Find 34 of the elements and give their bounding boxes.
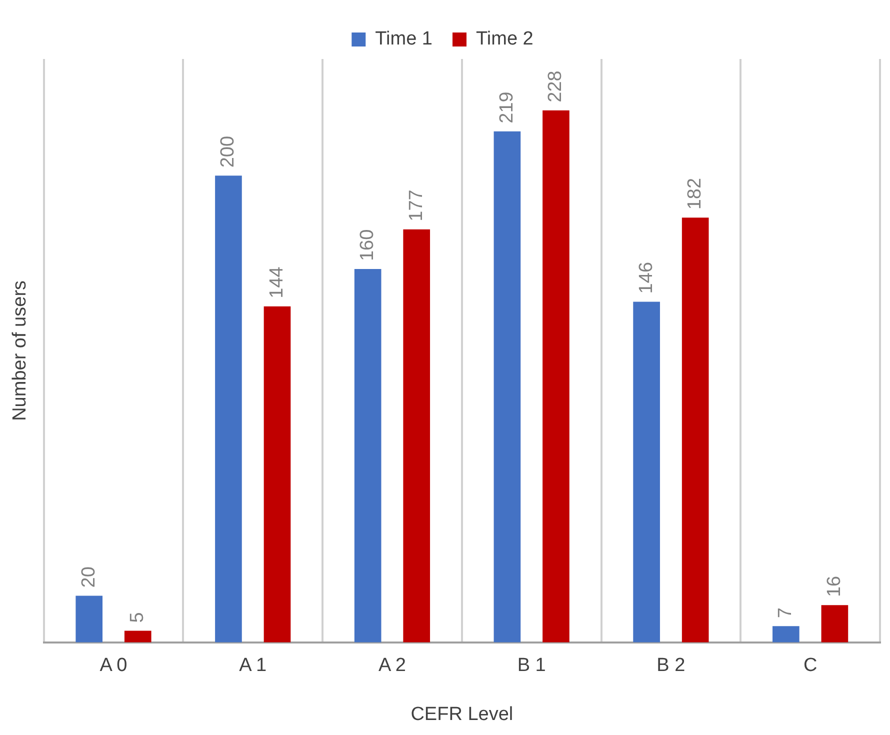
x-tick-label: A 0 [100,655,128,676]
bar [354,269,382,642]
x-tick-label: A 1 [239,655,267,676]
bar [494,131,521,642]
data-label: 16 [824,576,845,598]
data-label: 20 [78,566,100,588]
bar [264,306,291,642]
bar [772,626,800,642]
bar [124,630,152,642]
bar [403,229,430,642]
y-axis-title: Number of users [10,280,31,421]
legend-label: Time 2 [476,28,534,50]
data-label: 160 [357,229,378,262]
legend-label: Time 1 [375,28,433,50]
x-tick-label: B 1 [517,655,546,676]
bar [76,596,103,642]
x-tick-label: C [803,655,818,676]
x-axis-title: CEFR Level [410,704,514,725]
data-label: 7 [775,607,796,618]
bar [542,110,570,642]
data-label: 182 [684,178,706,210]
bar [821,605,848,642]
data-label: 177 [406,190,427,222]
x-tick-label: A 2 [378,655,406,676]
data-label: 200 [218,136,239,168]
data-label: 144 [266,266,288,298]
data-label: 146 [636,262,657,294]
data-label: 228 [545,70,566,102]
data-label: 5 [127,612,148,623]
x-tick-label: B 2 [656,655,686,676]
bar [215,176,242,642]
data-label: 219 [496,92,518,124]
bar [633,302,660,642]
bar [682,218,709,642]
